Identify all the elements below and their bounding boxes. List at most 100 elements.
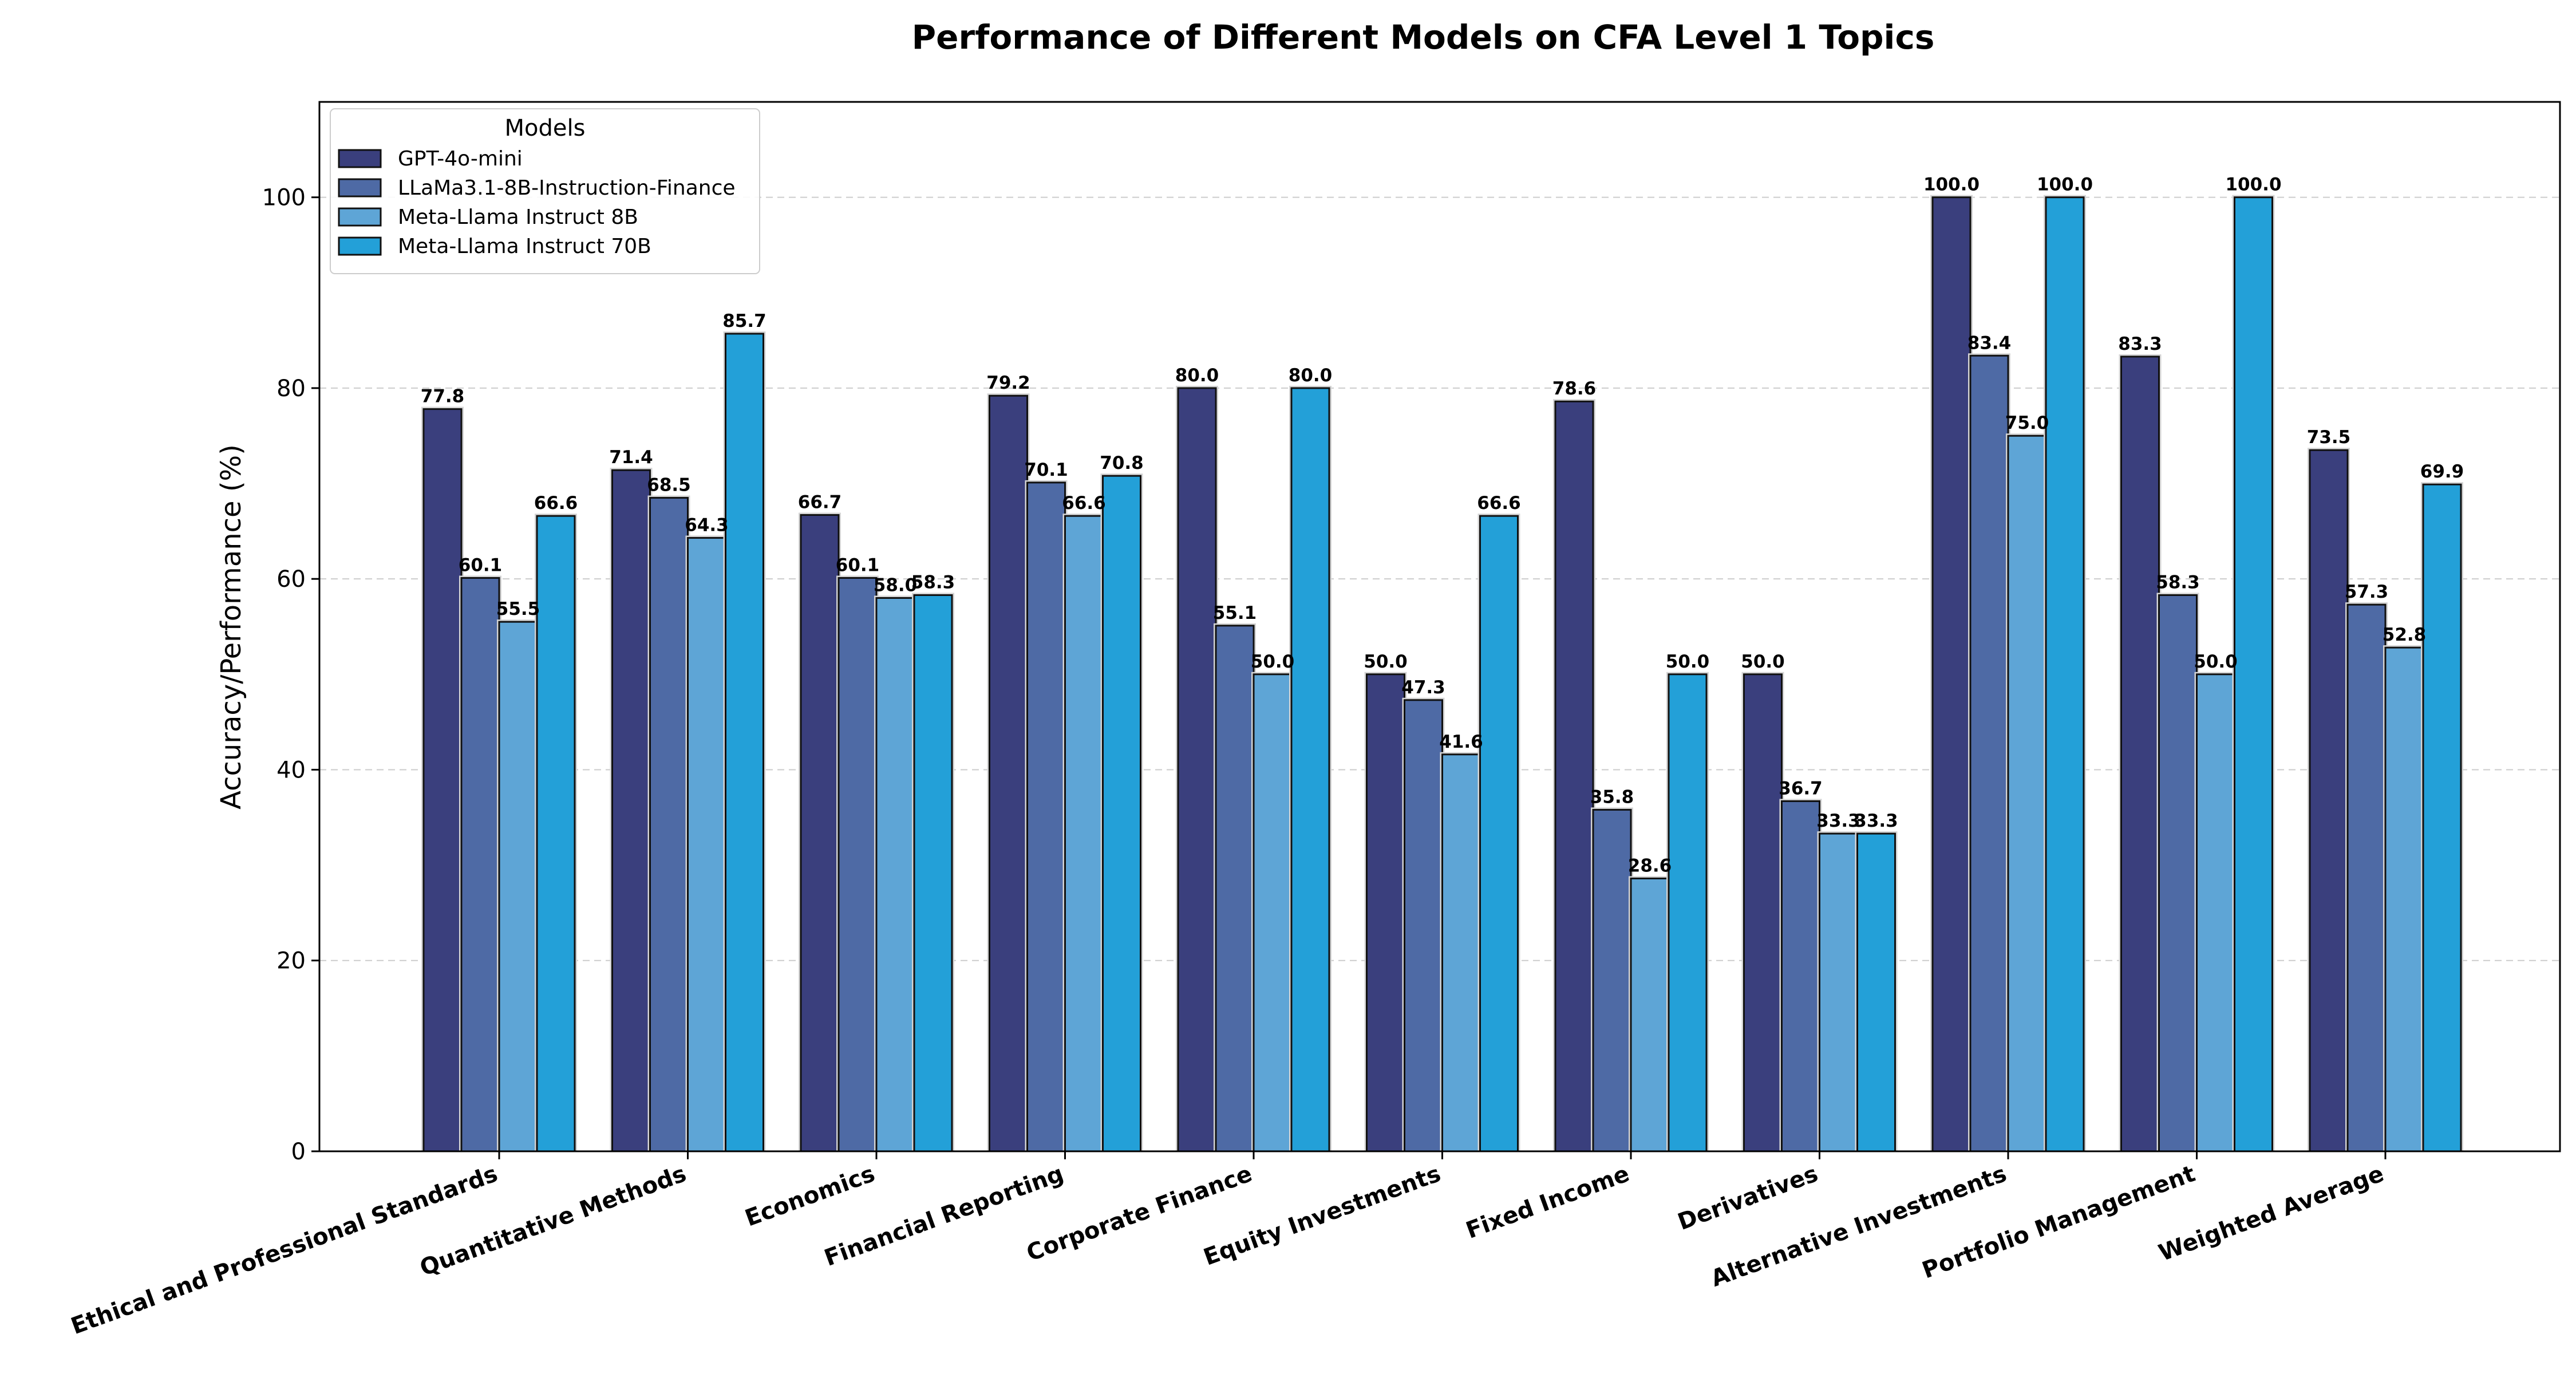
data-label: 36.7 (1779, 778, 1823, 799)
y-tick-label: 20 (276, 948, 306, 974)
bar (2045, 196, 2085, 1152)
data-label: 71.4 (609, 447, 653, 468)
data-label: 70.1 (1024, 460, 1068, 480)
x-tick-label: Fixed Income (1463, 1160, 1633, 1244)
y-axis: 0 20 40 60 80 100 (262, 185, 319, 1165)
x-tick-label: Economics (742, 1160, 879, 1231)
bar (1554, 400, 1594, 1152)
chart-title: Performance of Different Models on CFA L… (912, 18, 1935, 57)
data-label: 79.2 (986, 373, 1030, 393)
data-label: 47.3 (1401, 677, 1445, 698)
bar (498, 621, 538, 1152)
data-label: 28.6 (1628, 855, 1672, 876)
data-label: 33.3 (1854, 811, 1898, 831)
data-label: 57.3 (2345, 582, 2389, 602)
bar (1592, 808, 1632, 1152)
bar (2422, 483, 2462, 1152)
bar (1026, 481, 1066, 1152)
legend-entry: Meta-Llama Instruct 70B (398, 235, 651, 258)
data-label: 66.6 (534, 493, 578, 514)
data-label: 83.4 (1967, 333, 2012, 353)
bar (1290, 387, 1330, 1152)
y-tick-label: 80 (276, 376, 306, 402)
legend-swatch (338, 178, 382, 198)
bar (1215, 625, 1255, 1152)
data-label: 52.8 (2383, 625, 2427, 645)
data-label: 77.8 (421, 386, 465, 407)
data-labels: 77.8 60.1 55.5 66.6 71.4 68.5 64.3 85.7 66.7 60.1… (421, 175, 2464, 876)
bar (649, 497, 689, 1152)
bar (422, 408, 463, 1152)
data-label: 50.0 (1364, 652, 1408, 672)
y-tick-label: 40 (276, 757, 306, 783)
y-tick-label: 60 (276, 566, 306, 593)
data-label: 50.0 (2194, 652, 2238, 672)
bar (2384, 646, 2424, 1152)
bar (2120, 356, 2160, 1152)
legend-title: Models (505, 115, 586, 141)
data-label: 85.7 (722, 311, 767, 331)
data-label: 41.6 (1439, 732, 1483, 752)
data-label: 35.8 (1590, 787, 1634, 807)
legend-swatch (338, 207, 382, 227)
x-tick-label: Derivatives (1674, 1160, 1822, 1235)
data-label: 80.0 (1289, 365, 1333, 386)
bar (1404, 699, 1443, 1152)
bar (2158, 594, 2198, 1152)
bar (1441, 753, 1481, 1152)
data-label: 100.0 (2037, 175, 2093, 195)
legend-swatch (338, 236, 382, 256)
bar (1856, 832, 1896, 1152)
bar (536, 515, 576, 1152)
data-label: 58.3 (2156, 572, 2200, 593)
bar (2346, 603, 2387, 1152)
data-label: 50.0 (1251, 652, 1295, 672)
bar (875, 597, 915, 1152)
bar (1253, 673, 1293, 1152)
legend-box (330, 108, 760, 274)
data-label: 78.6 (1552, 378, 1597, 399)
data-label: 60.1 (836, 555, 880, 576)
data-label: 64.3 (685, 515, 729, 536)
data-label: 75.0 (2005, 413, 2049, 433)
bar (2007, 435, 2047, 1152)
data-label: 69.9 (2420, 461, 2464, 482)
data-label: 80.0 (1175, 365, 1219, 386)
bar (1177, 387, 1217, 1152)
data-label: 55.5 (496, 599, 540, 619)
legend-swatch (338, 149, 382, 168)
x-axis: Ethical and Professional StandardsQuanti… (68, 1151, 2387, 1340)
data-label: 60.1 (459, 555, 503, 576)
x-tick-label: Alternative Investments (1708, 1160, 2010, 1292)
data-label: 55.1 (1213, 603, 1257, 623)
bar (1102, 475, 1141, 1152)
legend-entry: LLaMa3.1-8B-Instruction-Finance (398, 176, 736, 200)
data-label: 83.3 (2118, 334, 2162, 354)
data-label: 70.8 (1100, 453, 1144, 473)
bar (1668, 673, 1708, 1152)
bar (1781, 800, 1820, 1152)
data-label: 50.0 (1741, 652, 1785, 672)
data-label: 66.7 (798, 492, 842, 513)
data-label: 50.0 (1666, 652, 1710, 672)
plot-area (318, 101, 2561, 1152)
bar (1366, 673, 1405, 1152)
bar (1969, 354, 2009, 1152)
data-label: 33.3 (1816, 811, 1860, 831)
bar (687, 537, 726, 1152)
bar (2234, 196, 2273, 1152)
bar (1743, 673, 1783, 1152)
bar (460, 577, 500, 1152)
bar (913, 594, 953, 1152)
bar (989, 394, 1028, 1152)
legend-entry: GPT-4o-mini (398, 147, 523, 171)
data-label: 58.0 (874, 575, 918, 596)
data-label: 58.3 (911, 572, 955, 593)
bar (1819, 832, 1858, 1152)
data-label: 100.0 (1923, 175, 1980, 195)
bar (1931, 196, 1971, 1152)
data-label: 100.0 (2225, 175, 2281, 195)
bar (725, 333, 764, 1152)
bar (2196, 673, 2235, 1152)
